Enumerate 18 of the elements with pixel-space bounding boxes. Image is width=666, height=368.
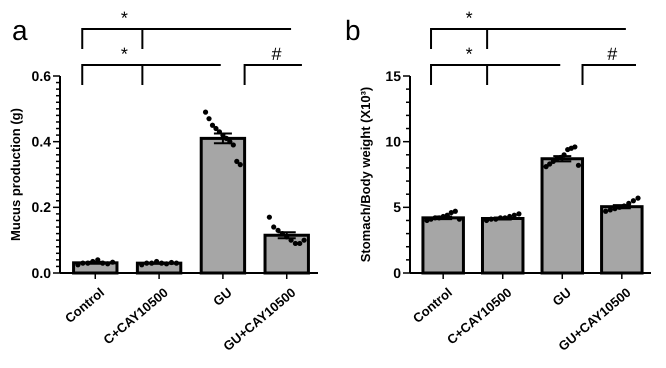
text: * xyxy=(120,8,128,28)
text: * xyxy=(120,44,128,64)
chart-title: b xyxy=(345,15,361,46)
chart-title: a xyxy=(12,15,28,46)
text: # xyxy=(272,44,282,64)
y-tick-label: 10 xyxy=(385,134,402,150)
y-tick-label: 0.0 xyxy=(32,264,52,281)
y-tick-label: 5 xyxy=(393,199,402,216)
text: # xyxy=(607,44,618,64)
y-axis-title: Stomach/Body weight (X10³) xyxy=(358,86,373,262)
y-tick-label: 15 xyxy=(385,68,402,84)
y-tick-label: 0.2 xyxy=(32,199,52,216)
y-axis-title: Mucus production (g) xyxy=(8,108,23,241)
y-tick-label: 0 xyxy=(393,264,402,281)
text: * xyxy=(466,8,473,28)
y-tick-label: 0.4 xyxy=(32,134,52,150)
y-tick-label: 0.6 xyxy=(32,68,52,84)
text: * xyxy=(466,44,473,64)
